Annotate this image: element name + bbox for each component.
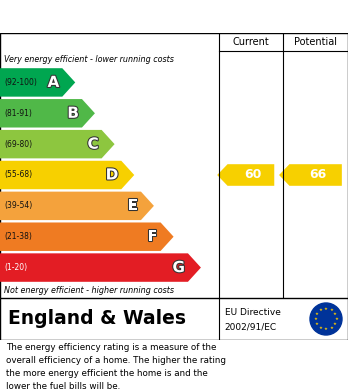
Text: (69-80): (69-80) bbox=[4, 140, 32, 149]
Text: (92-100): (92-100) bbox=[4, 78, 37, 87]
Text: ★: ★ bbox=[315, 322, 319, 326]
Text: B: B bbox=[67, 106, 79, 121]
Polygon shape bbox=[0, 222, 174, 251]
Text: ★: ★ bbox=[334, 317, 338, 321]
Polygon shape bbox=[279, 164, 342, 186]
Text: ★: ★ bbox=[333, 312, 337, 316]
Text: G: G bbox=[173, 260, 185, 275]
Text: Energy Efficiency Rating: Energy Efficiency Rating bbox=[10, 9, 213, 24]
Text: ★: ★ bbox=[314, 317, 317, 321]
Polygon shape bbox=[0, 161, 134, 189]
Text: (55-68): (55-68) bbox=[4, 170, 32, 179]
Text: The energy efficiency rating is a measure of the
overall efficiency of a home. T: The energy efficiency rating is a measur… bbox=[6, 343, 226, 391]
Text: Not energy efficient - higher running costs: Not energy efficient - higher running co… bbox=[4, 286, 174, 295]
Text: ★: ★ bbox=[319, 308, 323, 312]
Text: Potential: Potential bbox=[294, 37, 337, 47]
Text: EU Directive: EU Directive bbox=[224, 308, 280, 317]
Text: C: C bbox=[87, 136, 98, 152]
Polygon shape bbox=[0, 68, 75, 97]
Text: ★: ★ bbox=[329, 308, 333, 312]
Text: 66: 66 bbox=[309, 169, 327, 181]
Text: A: A bbox=[48, 75, 59, 90]
Text: D: D bbox=[106, 167, 118, 183]
Text: (81-91): (81-91) bbox=[4, 109, 32, 118]
Text: ★: ★ bbox=[324, 327, 328, 332]
Polygon shape bbox=[0, 253, 201, 282]
Polygon shape bbox=[0, 192, 154, 220]
Text: (1-20): (1-20) bbox=[4, 263, 27, 272]
Text: Current: Current bbox=[232, 37, 269, 47]
Polygon shape bbox=[0, 130, 114, 158]
Text: ★: ★ bbox=[315, 312, 319, 316]
Text: (39-54): (39-54) bbox=[4, 201, 32, 210]
Text: Very energy efficient - lower running costs: Very energy efficient - lower running co… bbox=[4, 55, 174, 64]
Polygon shape bbox=[217, 164, 274, 186]
Text: E: E bbox=[128, 198, 138, 213]
Text: 60: 60 bbox=[244, 169, 262, 181]
Text: ★: ★ bbox=[319, 326, 323, 330]
Text: (21-38): (21-38) bbox=[4, 232, 32, 241]
Text: ★: ★ bbox=[329, 326, 333, 330]
Text: F: F bbox=[147, 229, 158, 244]
Circle shape bbox=[310, 303, 342, 335]
Polygon shape bbox=[0, 99, 95, 127]
Text: 2002/91/EC: 2002/91/EC bbox=[224, 322, 277, 331]
Text: ★: ★ bbox=[324, 307, 328, 310]
Text: ★: ★ bbox=[333, 322, 337, 326]
Text: England & Wales: England & Wales bbox=[8, 310, 186, 328]
